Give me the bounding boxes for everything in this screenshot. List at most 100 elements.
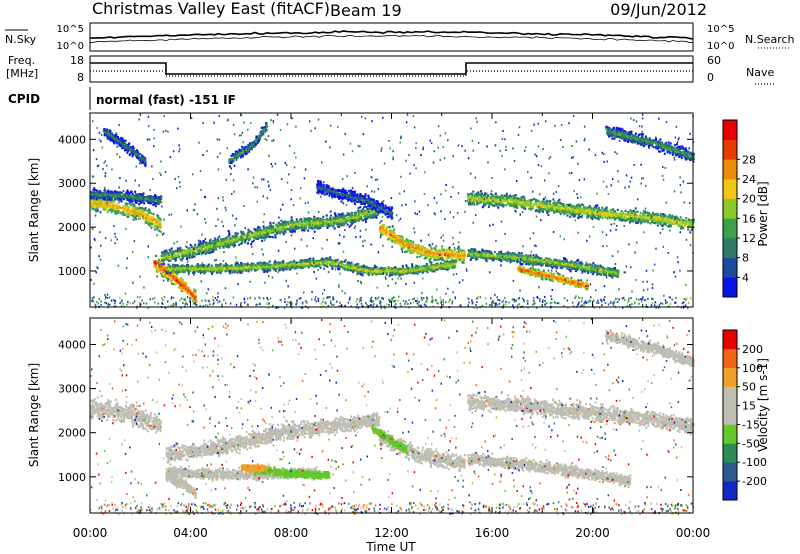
heatmap-cell-4 [443, 253, 446, 256]
heatmap-cell-5 [421, 267, 424, 270]
heatmap-cell-1 [120, 195, 123, 198]
heatmap-cell-1 [114, 190, 117, 193]
heatmap-cell-1 [154, 197, 157, 200]
heatmap-cell-1 [114, 197, 117, 201]
heatmap-cell-2 [183, 284, 186, 287]
heatmap-cell-1 [131, 193, 134, 197]
heatmap-cell-4 [443, 260, 446, 263]
heatmap-cell-2 [183, 286, 186, 289]
heatmap-cell-2 [194, 293, 197, 296]
heatmap-cell-3 [206, 251, 209, 254]
heatmap-cell-1 [148, 195, 151, 198]
heatmap-cell-5 [193, 271, 196, 274]
heatmap-cell-1 [159, 197, 162, 201]
heatmap-cell-2 [180, 287, 183, 290]
heatmap-cell-0 [148, 210, 151, 213]
heatmap-cell-0 [95, 202, 98, 205]
heatmap-cell-2 [183, 281, 186, 284]
heatmap-cell-1 [116, 191, 119, 194]
heatmap-cell-0 [116, 210, 119, 213]
heatmap-cell-4 [407, 249, 410, 252]
heatmap-cell-2 [185, 285, 188, 288]
heatmap-cell-0 [110, 204, 113, 207]
heatmap-cell-1 [139, 201, 142, 204]
heatmap-cell-0 [136, 207, 139, 210]
heatmap-cell-3 [259, 236, 262, 239]
beam-label: Beam 19 [330, 1, 402, 20]
heatmap-cell-0 [91, 207, 94, 210]
heatmap-cell-1 [111, 195, 114, 198]
heatmap-cell-0 [113, 207, 116, 210]
heatmap-cell-4 [387, 238, 390, 241]
heatmap-cell-3 [316, 221, 319, 225]
heatmap-cell-2 [191, 294, 194, 298]
heatmap-cell-1 [96, 193, 99, 196]
heatmap-cell-1 [94, 189, 97, 192]
heatmap-cell-3 [312, 218, 315, 221]
heatmap-cell-0 [98, 205, 101, 208]
heatmap-cell-0 [93, 208, 95, 211]
heatmap-cell-0 [137, 210, 140, 213]
heatmap-cell-3 [196, 249, 198, 252]
heatmap-cell-4 [386, 226, 389, 229]
heatmap-cell-2 [189, 296, 192, 299]
heatmap-cell-5 [251, 264, 254, 267]
heatmap-cell-2 [162, 275, 165, 278]
heatmap-cell-1 [90, 197, 93, 200]
heatmap-cell-0 [135, 212, 138, 215]
heatmap-cell-3 [375, 216, 378, 219]
heatmap-cell-3 [350, 222, 353, 226]
heatmap-cell-1 [102, 197, 105, 200]
heatmap-cell-3 [305, 221, 308, 224]
heatmap-cell-5 [324, 257, 327, 260]
heatmap-cell-2 [154, 265, 157, 268]
heatmap-cell-0 [152, 222, 155, 225]
heatmap-cell-0 [144, 213, 147, 216]
heatmap-cell-0 [120, 207, 123, 210]
heatmap-cell-0 [100, 203, 102, 206]
heatmap-cell-3 [310, 218, 312, 221]
heatmap-cell-1 [131, 200, 134, 203]
heatmap-cell-0 [144, 206, 147, 210]
heatmap-cell-0 [96, 206, 99, 209]
heatmap-cell-0 [105, 207, 108, 210]
heatmap-cell-3 [284, 231, 287, 234]
heatmap-cell-4 [463, 250, 465, 253]
heatmap-cell-3 [191, 252, 194, 255]
heatmap-cell-1 [118, 198, 121, 201]
heatmap-cell-0 [153, 222, 156, 225]
heatmap-cell-1 [157, 200, 160, 204]
heatmap-cell-1 [143, 196, 146, 199]
heatmap-cell-1 [93, 187, 96, 190]
heatmap-cell-0 [100, 199, 103, 202]
heatmap-cell-4 [419, 245, 422, 248]
heatmap-cell-2 [179, 282, 182, 285]
heatmap-cell-5 [330, 258, 332, 262]
heatmap-cell-2 [159, 264, 162, 267]
heatmap-cell-3 [312, 222, 314, 225]
heatmap-cell-5 [350, 261, 353, 264]
heatmap-cell-3 [185, 245, 188, 248]
heatmap-cell-1 [103, 192, 106, 195]
heatmap-cell-4 [416, 252, 419, 255]
heatmap-cell-3 [319, 224, 322, 227]
heatmap-cell-3 [342, 219, 345, 222]
heatmap-cell-0 [156, 227, 158, 230]
heatmap-cell-3 [246, 242, 249, 245]
heatmap-cell-1 [106, 190, 109, 193]
heatmap-cell-3 [211, 244, 214, 247]
cpid-panel: CPID normal (fast) -151 IF [8, 87, 236, 110]
heatmap-cell-4 [393, 241, 396, 244]
heatmap-cell-2 [154, 260, 157, 263]
heatmap-cell-1 [136, 197, 139, 200]
heatmap-cell-2 [158, 259, 161, 262]
heatmap-cell-1 [145, 198, 148, 201]
heatmap-cell-1 [155, 199, 158, 202]
heatmap-cell-2 [182, 290, 185, 293]
cpid-text: normal (fast) -151 IF [96, 93, 236, 107]
heatmap-cell-4 [462, 261, 465, 264]
heatmap-cell-1 [105, 192, 108, 195]
heatmap-cell-1 [92, 188, 95, 191]
heatmap-cell-5 [250, 262, 253, 265]
nsearch-tick-bottom: 10^0 [707, 41, 734, 52]
